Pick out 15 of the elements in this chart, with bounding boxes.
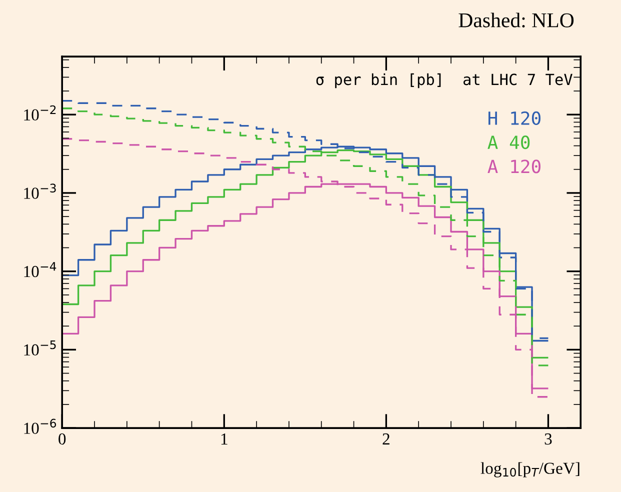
y-tick-label: 10$^{−2}$ [24, 105, 56, 121]
x-tick-label: 1 [221, 433, 228, 444]
x-tick-label: 0 [58, 433, 66, 445]
y-tick-label: 10$^{−4}$ [24, 262, 56, 278]
x-tick-label: 2 [382, 433, 390, 444]
y-tick-label: 10$^{−3}$ [24, 184, 56, 199]
y-tick-label: 10$^{−6}$ [24, 418, 56, 434]
text: H 120 [488, 111, 540, 126]
y-tick-label: 10$^{−5}$ [24, 340, 56, 356]
text: A 120 [488, 160, 540, 174]
chart-title: Dashed: NLO [458, 12, 574, 28]
annotation: σ per bin [pb] at LHC 7 TeV [316, 73, 572, 88]
x-tick-label: 3 [544, 433, 552, 445]
text: A 40 [488, 136, 530, 150]
x-axis-title: log$_{10}$[p$_{T}$/GeV] [480, 462, 580, 478]
